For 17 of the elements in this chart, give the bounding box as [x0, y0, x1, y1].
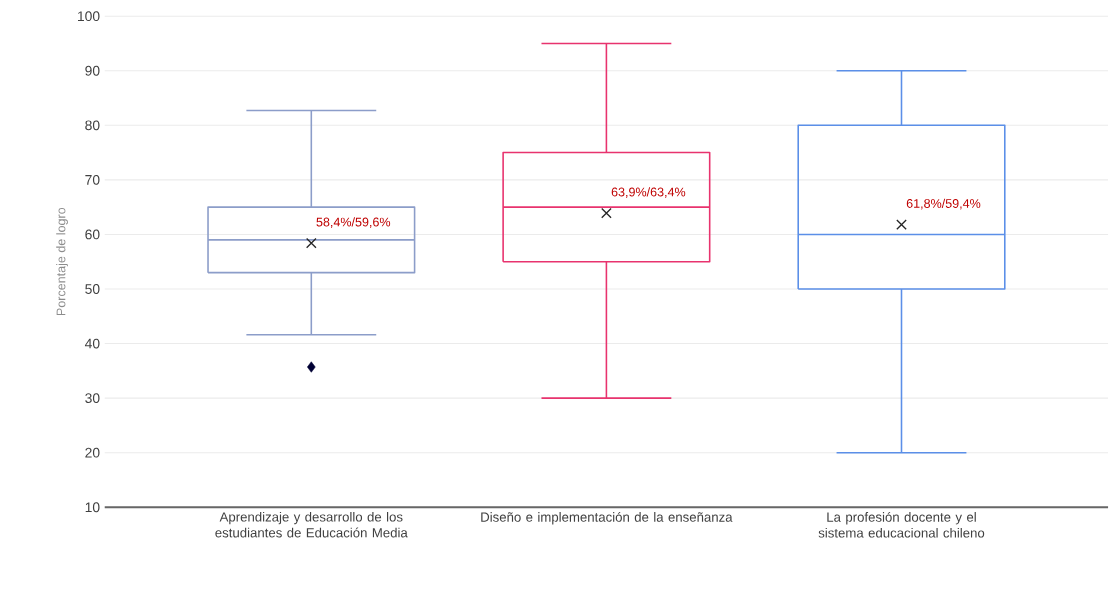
annotation: 63,9%/63,4%	[611, 187, 686, 198]
x-tick-label: Aprendizaje y desarrollo de los estudiantes de Educación Media	[215, 511, 408, 538]
x-tick-label: Diseño e implementación de la enseñanza	[481, 511, 733, 525]
y-tick-label: 80	[85, 120, 100, 131]
y-tick-label: 100	[78, 11, 100, 22]
y-tick-label: 50	[85, 284, 100, 294]
x-tick-label: La profesión docente y el sistema educacional chileno	[818, 511, 985, 538]
y-tick-label: 60	[85, 229, 100, 240]
annotation: 61,8%/59,4%	[906, 198, 981, 210]
y-tick-label: 30	[85, 393, 100, 403]
y-tick-label: 20	[85, 447, 100, 458]
y-tick-label: 70	[85, 174, 100, 185]
y-axis-title: Porcentaje de logro	[56, 207, 68, 316]
y-tick-label: 90	[85, 65, 100, 76]
annotation: 58,4%/59,6%	[316, 217, 391, 228]
y-tick-label: 10	[85, 502, 100, 513]
y-tick-label: 40	[84, 338, 100, 349]
